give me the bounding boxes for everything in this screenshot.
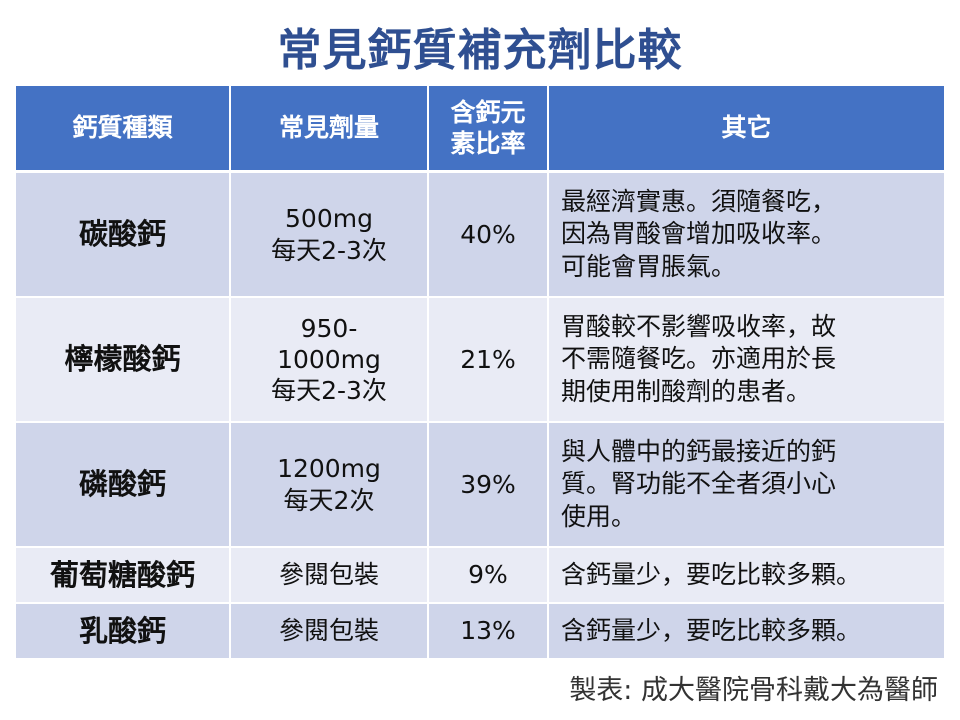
calcium-comparison-table: 鈣質種類 常見劑量 含鈣元 素比率 其它 碳酸鈣 500mg 每天2-3次 40% … bbox=[16, 86, 944, 660]
note-cell: 含鈣量少，要吃比較多顆。 bbox=[548, 547, 944, 604]
note-line: 胃酸較不影響吸收率，故 bbox=[561, 311, 837, 341]
calcium-type: 磷酸鈣 bbox=[16, 422, 231, 548]
calcium-type: 葡萄糖酸鈣 bbox=[16, 547, 231, 604]
table-row: 磷酸鈣 1200mg 每天2次 39% 與人體中的鈣最接近的鈣 質。腎功能不全者須小… bbox=[16, 422, 944, 548]
table-row: 檸檬酸鈣 950- 1000mg 每天2-3次 21% 胃酸較不影響吸收率，故 不需隨… bbox=[16, 297, 944, 423]
dose-cell: 950- 1000mg 每天2-3次 bbox=[230, 297, 429, 423]
dose-cell: 參閱包裝 bbox=[230, 603, 429, 660]
dose-cell: 1200mg 每天2次 bbox=[230, 422, 429, 548]
note-cell: 含鈣量少，要吃比較多顆。 bbox=[548, 603, 944, 660]
header-ratio-line1: 含鈣元 bbox=[450, 97, 526, 127]
note-line: 可能會胃脹氣。 bbox=[561, 251, 737, 281]
dose-line: 每天2-3次 bbox=[271, 376, 387, 406]
dose-line: 每天2次 bbox=[283, 485, 375, 515]
dose-cell: 500mg 每天2-3次 bbox=[230, 171, 429, 298]
dose-cell: 參閱包裝 bbox=[230, 547, 429, 604]
note-line: 使用。 bbox=[561, 501, 637, 531]
table-row: 葡萄糖酸鈣 參閱包裝 9% 含鈣量少，要吃比較多顆。 bbox=[16, 547, 944, 604]
table-row: 乳酸鈣 參閱包裝 13% 含鈣量少，要吃比較多顆。 bbox=[16, 603, 944, 660]
calcium-type: 檸檬酸鈣 bbox=[16, 297, 231, 423]
ratio-cell: 21% bbox=[428, 297, 549, 423]
table-row: 碳酸鈣 500mg 每天2-3次 40% 最經濟實惠。須隨餐吃， 因為胃酸會增加吸收… bbox=[16, 171, 944, 298]
ratio-cell: 39% bbox=[428, 422, 549, 548]
header-ratio-line2: 素比率 bbox=[450, 129, 526, 158]
dose-line: 1200mg bbox=[277, 454, 381, 484]
note-line: 質。腎功能不全者須小心 bbox=[561, 469, 837, 499]
table-header-row: 鈣質種類 常見劑量 含鈣元 素比率 其它 bbox=[16, 86, 944, 173]
ratio-cell: 13% bbox=[428, 603, 549, 660]
note-line: 不需隨餐吃。亦適用於長 bbox=[561, 344, 837, 374]
note-line: 與人體中的鈣最接近的鈣 bbox=[561, 436, 837, 466]
calcium-type: 碳酸鈣 bbox=[16, 171, 231, 298]
header-notes: 其它 bbox=[548, 86, 944, 173]
note-cell: 胃酸較不影響吸收率，故 不需隨餐吃。亦適用於長 期使用制酸劑的患者。 bbox=[548, 297, 944, 423]
credit-line: 製表: 成大醫院骨科戴大為醫師 bbox=[569, 675, 938, 706]
page-title: 常見鈣質補充劑比較 bbox=[277, 25, 683, 76]
note-line: 最經濟實惠。須隨餐吃， bbox=[561, 186, 837, 216]
dose-line: 950- bbox=[300, 313, 358, 343]
dose-line: 1000mg bbox=[277, 344, 381, 374]
header-type: 鈣質種類 bbox=[16, 86, 231, 173]
note-cell: 最經濟實惠。須隨餐吃， 因為胃酸會增加吸收率。 可能會胃脹氣。 bbox=[548, 171, 944, 298]
note-line: 期使用制酸劑的患者。 bbox=[561, 376, 812, 406]
calcium-type: 乳酸鈣 bbox=[16, 603, 231, 660]
header-dose: 常見劑量 bbox=[230, 86, 429, 173]
dose-line: 500mg bbox=[285, 204, 373, 234]
ratio-cell: 40% bbox=[428, 171, 549, 298]
ratio-cell: 9% bbox=[428, 547, 549, 604]
note-cell: 與人體中的鈣最接近的鈣 質。腎功能不全者須小心 使用。 bbox=[548, 422, 944, 548]
header-ratio: 含鈣元 素比率 bbox=[428, 86, 549, 173]
dose-line: 每天2-3次 bbox=[271, 235, 387, 265]
note-line: 因為胃酸會增加吸收率。 bbox=[561, 219, 837, 249]
